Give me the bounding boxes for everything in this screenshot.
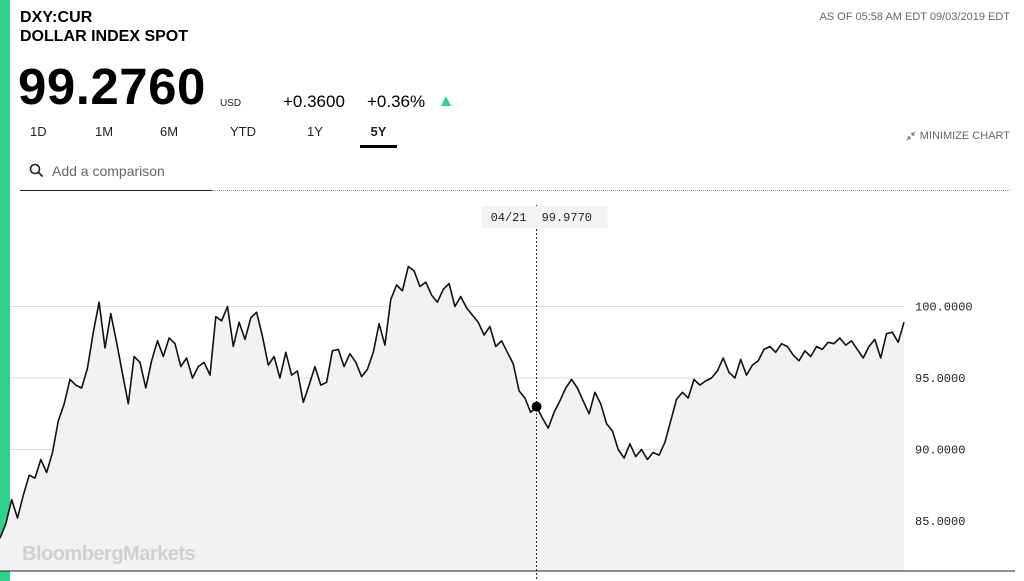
y-tick-label: 90.0000 [915, 444, 965, 458]
tooltip-value: 99.9770 [542, 211, 592, 225]
tab-5y[interactable]: 5Y [360, 124, 397, 148]
bloomberg-watermark: BloombergMarkets [22, 543, 196, 565]
last-price: 99.2760 [18, 58, 206, 115]
comparison-search-input[interactable] [52, 161, 210, 181]
minimize-chart-button[interactable]: MINIMIZE CHART [906, 130, 1010, 142]
y-axis: 85.0000 90.0000 95.0000 100.0000 [915, 301, 973, 530]
minimize-chart-label: MINIMIZE CHART [919, 130, 1010, 142]
ticker-symbol: DXY:CUR [20, 9, 93, 26]
price-area [0, 266, 904, 571]
dotted-divider [212, 190, 1010, 191]
y-tick-label: 95.0000 [915, 372, 965, 386]
as-of-timestamp: AS OF 05:58 AM EDT 09/03/2019 EDT [819, 11, 1010, 23]
accent-bar [0, 0, 10, 581]
tooltip-background [481, 206, 608, 228]
instrument-name: DOLLAR INDEX SPOT [20, 28, 189, 45]
tab-1d[interactable]: 1D [30, 124, 47, 139]
tab-ytd[interactable]: YTD [230, 124, 256, 139]
tab-6m[interactable]: 6M [160, 124, 179, 139]
comparison-search [20, 152, 212, 191]
hover-point [531, 401, 542, 412]
price-change-percent: +0.36% [367, 92, 426, 111]
tooltip-date: 04/21 [491, 211, 527, 225]
tooltip: 04/21 99.9770 [481, 206, 608, 228]
search-icon [29, 163, 44, 178]
price-change: +0.3600 [283, 92, 345, 111]
tab-1m[interactable]: 1M [95, 124, 114, 139]
range-tabs: 1D 1M 6M YTD 1Y 5Y [20, 124, 420, 152]
y-tick-label: 100.0000 [915, 301, 973, 315]
up-arrow-icon [441, 96, 451, 106]
currency-label: USD [220, 98, 242, 109]
y-tick-label: 85.0000 [915, 515, 965, 529]
minimize-icon [906, 131, 916, 141]
price-line [0, 265, 905, 539]
tab-1y[interactable]: 1Y [307, 124, 323, 139]
